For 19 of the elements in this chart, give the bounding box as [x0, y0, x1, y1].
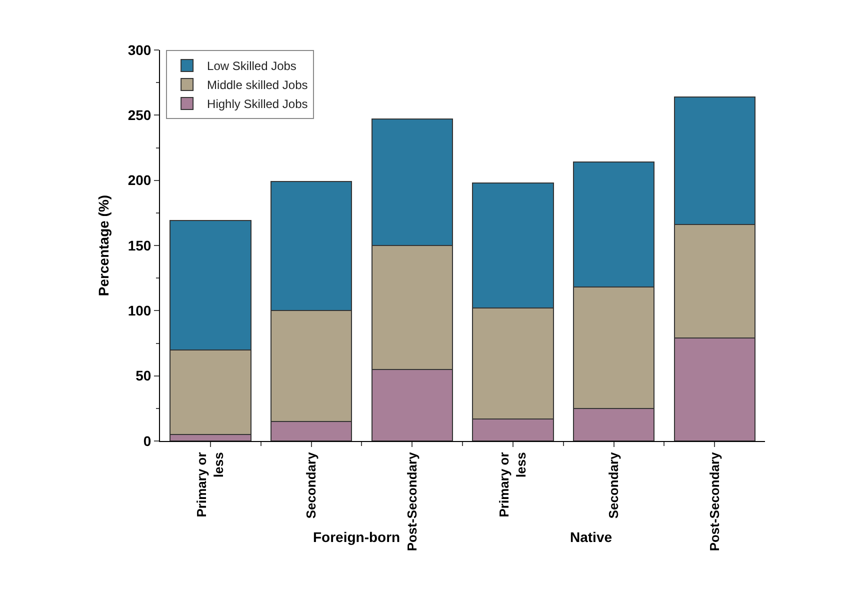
legend-label: Middle skilled Jobs — [207, 78, 308, 92]
x-tick-label: Post-Secondary — [706, 451, 722, 552]
x-tick-label: Post-Secondary — [404, 451, 420, 552]
x-tick-label: Primary or less — [496, 452, 529, 518]
y-tick-label: 100 — [128, 302, 152, 319]
text: Foreign-born — [313, 529, 400, 545]
x-tick-label: Primary or less — [194, 452, 226, 518]
legend-label: Low Skilled Jobs — [207, 59, 296, 74]
y-tick-label: 150 — [128, 237, 152, 254]
legend-label: Highly Skilled Jobs — [207, 97, 308, 112]
y-axis-title: Percentage (%) — [95, 194, 112, 296]
y-tick-label: 0 — [143, 432, 152, 449]
text: Native — [570, 529, 612, 545]
x-tick-label: Secondary — [606, 451, 621, 519]
y-tick-label: 200 — [128, 172, 152, 188]
y-tick-label: 250 — [128, 107, 152, 124]
y-tick-label: 300 — [128, 42, 152, 58]
y-tick-label: 50 — [136, 368, 152, 384]
x-tick-label: Secondary — [303, 451, 318, 519]
